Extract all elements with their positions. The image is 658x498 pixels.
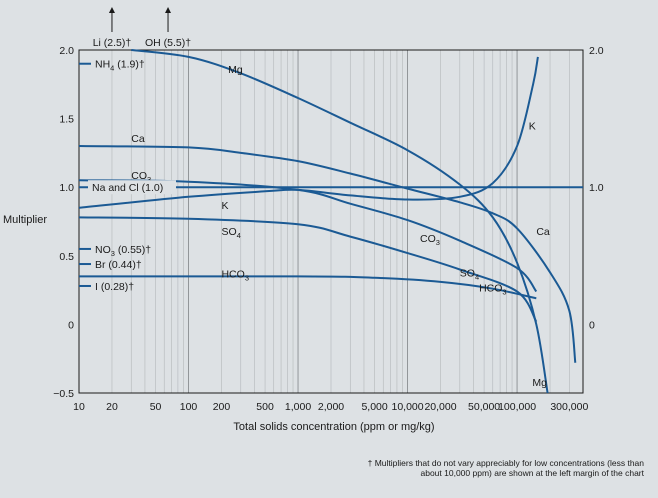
series-label-co3: CO3 [420,233,440,247]
series-line-so4 [78,216,538,323]
x-tick-label: 1,000 [285,401,311,413]
margin-marker-label: Br (0.44)† [95,259,142,271]
x-tick-label: 300,000 [550,401,588,413]
y-tick-label-right: 1.0 [589,182,604,194]
y-tick-label-left: 0.5 [59,251,74,263]
series-label-k: K [221,200,228,212]
y-tick-label-right: 0 [589,319,595,331]
x-tick-label: 10,000 [391,401,423,413]
margin-marker-label: NH4 (1.9)† [95,59,145,73]
grid-layer [78,50,584,393]
series-label-mg: Mg [532,377,547,389]
y-axis-title: Multiplier [3,214,47,226]
series-label-na-and-cl: Na and Cl (1.0) [92,182,163,194]
x-tick-label: 5,000 [361,401,387,413]
x-tick-label: 500 [256,401,274,413]
series-label-ca: Ca [131,133,145,145]
series-line-co3 [78,179,538,293]
x-tick-label: 100 [180,401,198,413]
series-label-so4: SO4 [221,226,240,240]
series-label-bg [88,180,176,195]
y-tick-label-left: 2.0 [59,45,74,57]
series-line-mg [131,49,549,394]
x-tick-label: 50,000 [468,401,500,413]
series-label-hco3: HCO3 [221,269,249,283]
x-tick-label: 10 [73,401,85,413]
top-arrow-label: Li (2.5)† [93,37,132,49]
x-axis-title: Total solids concentration (ppm or mg/kg… [233,421,434,433]
plot-frame [78,49,584,394]
series-line-k [78,56,539,209]
x-tick-label: 2,000 [318,401,344,413]
y-tick-label-right: 2.0 [589,45,604,57]
series-label-co3: CO3 [131,170,151,184]
y-tick-label-left: −0.5 [53,388,74,400]
axis-layer: 10 20 50 100 200 500 1,000 2,000 5,000 10,000 20,0… [53,45,603,413]
x-tick-label: 50 [150,401,162,413]
series-line-hco3 [78,275,537,300]
y-tick-label-left: 1.5 [59,114,74,126]
margin-marker-label: I (0.28)† [95,281,134,293]
series-label-hco3: HCO3 [479,282,507,296]
margin-marker-label: NO3 (0.55)† [95,244,151,258]
x-tick-label: 100,000 [498,401,536,413]
series-label-ca: Ca [536,226,550,238]
x-tick-label: 200 [213,401,231,413]
y-tick-label-left: 0 [68,319,74,331]
series-label-so4: SO4 [460,267,479,281]
top-arrow-label: OH (5.5)† [145,37,191,49]
x-tick-label: 20,000 [424,401,456,413]
series-line-ca [78,145,577,363]
footnote: † Multipliers that do not vary appreciab… [367,458,644,478]
series-label-k: K [529,120,536,132]
series-label-mg: Mg [228,64,243,76]
y-tick-label-left: 1.0 [59,182,74,194]
x-tick-label: 20 [106,401,118,413]
